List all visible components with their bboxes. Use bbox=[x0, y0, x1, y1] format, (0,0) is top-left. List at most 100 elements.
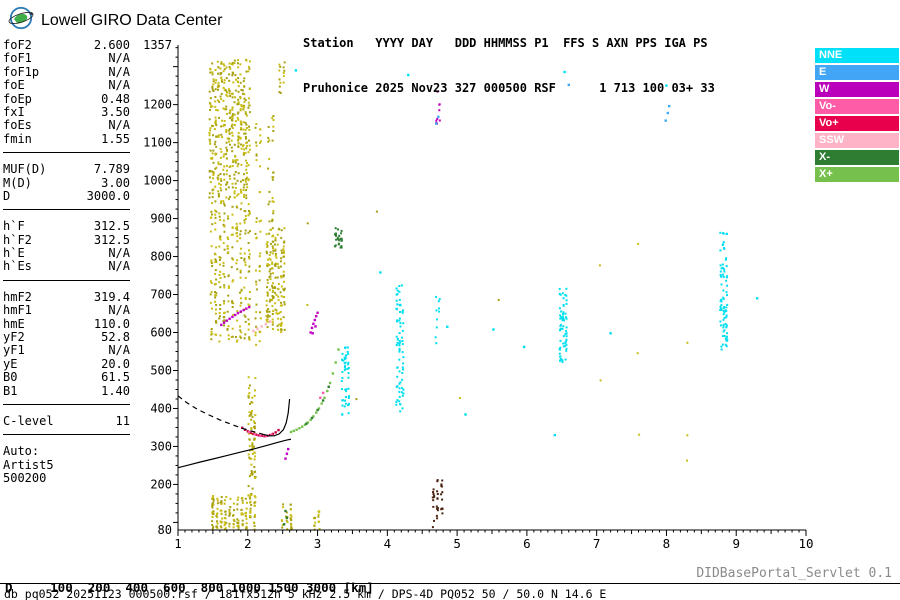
param-label: h`F bbox=[3, 219, 25, 234]
param-label: h`E bbox=[3, 246, 25, 261]
param-value: N/A bbox=[108, 78, 130, 93]
divider bbox=[3, 209, 130, 211]
legend-item-nne: NNE bbox=[815, 48, 899, 63]
svg-text:1000: 1000 bbox=[143, 174, 172, 188]
param-value: N/A bbox=[108, 303, 130, 318]
param-value: N/A bbox=[108, 343, 130, 358]
param-label: foEs bbox=[3, 118, 32, 133]
param-value: 110.0 bbox=[93, 316, 130, 331]
param-value: 3.50 bbox=[101, 104, 130, 119]
legend-item-w: W bbox=[815, 82, 899, 97]
servlet-version-label: DIDBasePortal_Servlet 0.1 bbox=[696, 566, 892, 581]
param-row: hmE 110.0 bbox=[3, 316, 130, 331]
svg-text:4: 4 bbox=[384, 536, 392, 551]
param-row: fmin 1.55 bbox=[3, 131, 130, 146]
param-row: M(D) 3.00 bbox=[3, 175, 130, 190]
divider bbox=[3, 279, 130, 281]
param-group: foF2 2.600 foF1 N/A foF1p N/A foE N/A foEp 0.48 fx… bbox=[3, 38, 130, 146]
svg-text:7: 7 bbox=[593, 536, 601, 551]
param-value: 7.789 bbox=[93, 162, 130, 177]
param-group: Auto: Artist5 500200 bbox=[3, 444, 130, 486]
svg-text:3: 3 bbox=[314, 536, 322, 551]
svg-text:800: 800 bbox=[150, 250, 172, 264]
svg-text:900: 900 bbox=[150, 212, 172, 226]
param-value: 1.55 bbox=[101, 131, 130, 146]
param-group: hmF2 319.4 hmF1 N/A hmE 110.0 yF2 52.8 yF1 N/A yE 2… bbox=[3, 289, 130, 398]
brand: Lowell GIRO Data Center bbox=[8, 5, 222, 36]
param-value: 61.5 bbox=[101, 370, 130, 385]
svg-text:200: 200 bbox=[150, 477, 172, 491]
param-value: N/A bbox=[108, 64, 130, 79]
svg-text:600: 600 bbox=[150, 326, 172, 340]
param-label: M(D) bbox=[3, 175, 32, 190]
param-row: foE N/A bbox=[3, 78, 130, 93]
svg-text:1200: 1200 bbox=[143, 98, 172, 112]
svg-text:500: 500 bbox=[150, 363, 172, 377]
param-row: foF1 N/A bbox=[3, 51, 130, 66]
param-row: fxI 3.50 bbox=[3, 104, 130, 119]
param-label: yE bbox=[3, 356, 18, 371]
legend-item-ssw: SSW bbox=[815, 133, 899, 148]
giro-globe-logo-icon bbox=[8, 5, 34, 36]
param-label: MUF(D) bbox=[3, 162, 47, 177]
param-value: N/A bbox=[108, 246, 130, 261]
param-label: yF2 bbox=[3, 330, 25, 345]
param-value: N/A bbox=[108, 259, 130, 274]
param-value: 20.0 bbox=[101, 356, 130, 371]
svg-text:2: 2 bbox=[244, 536, 252, 551]
param-label: B1 bbox=[3, 383, 18, 398]
param-value: 3.00 bbox=[101, 175, 130, 190]
legend-item-e: E bbox=[815, 65, 899, 80]
param-text: Artist5 bbox=[3, 457, 54, 472]
svg-text:1357: 1357 bbox=[143, 38, 172, 52]
param-label: hmF1 bbox=[3, 303, 32, 318]
param-value: 11 bbox=[115, 413, 130, 428]
param-group: h`F 312.5 h`F2 312.5 h`E N/A h`Es N/A bbox=[3, 219, 130, 274]
status-divider bbox=[0, 583, 900, 584]
svg-text:1: 1 bbox=[174, 536, 182, 551]
brand-title: Lowell GIRO Data Center bbox=[41, 11, 223, 29]
svg-text:8: 8 bbox=[663, 536, 671, 551]
param-label: h`Es bbox=[3, 259, 32, 274]
param-label: hmE bbox=[3, 316, 25, 331]
param-text: Auto: bbox=[3, 444, 40, 459]
param-text: 500200 bbox=[3, 471, 47, 486]
svg-text:9: 9 bbox=[732, 536, 740, 551]
param-group: C-level 11 bbox=[3, 413, 130, 428]
divider bbox=[3, 403, 130, 405]
station-header-columns: Station YYYY DAY DDD HHMMSS P1 FFS S AXN… bbox=[303, 36, 708, 50]
param-value: 312.5 bbox=[93, 232, 130, 247]
legend: NNE E W Vo- Vo+ SSW X- X+ bbox=[815, 48, 899, 184]
divider bbox=[3, 434, 130, 436]
param-group: MUF(D) 7.789 M(D) 3.00 D 3000.0 bbox=[3, 162, 130, 203]
svg-text:10: 10 bbox=[798, 536, 813, 551]
legend-item-vo: Vo- bbox=[815, 99, 899, 114]
param-value: 0.48 bbox=[101, 91, 130, 106]
param-value: N/A bbox=[108, 51, 130, 66]
param-value: 319.4 bbox=[93, 289, 130, 304]
param-label: D bbox=[3, 188, 11, 203]
param-label: foF2 bbox=[3, 38, 32, 52]
svg-text:6: 6 bbox=[523, 536, 531, 551]
param-row: MUF(D) 7.789 bbox=[3, 162, 130, 177]
param-row: C-level 11 bbox=[3, 413, 130, 428]
svg-text:1100: 1100 bbox=[143, 136, 172, 150]
param-value: N/A bbox=[108, 118, 130, 133]
param-row: B1 1.40 bbox=[3, 383, 130, 398]
param-row: B0 61.5 bbox=[3, 370, 130, 385]
param-value: 312.5 bbox=[93, 219, 130, 234]
param-row: hmF2 319.4 bbox=[3, 289, 130, 304]
param-row: foEp 0.48 bbox=[3, 91, 130, 106]
station-header-values: Pruhonice 2025 Nov23 327 000500 RSF 1 71… bbox=[303, 81, 715, 95]
svg-text:300: 300 bbox=[150, 439, 172, 453]
param-label: h`F2 bbox=[3, 232, 32, 247]
param-row: yF1 N/A bbox=[3, 343, 130, 358]
param-row: foEs N/A bbox=[3, 118, 130, 133]
param-row: D 3000.0 bbox=[3, 188, 130, 203]
param-label: foEp bbox=[3, 91, 32, 106]
svg-text:5: 5 bbox=[453, 536, 461, 551]
divider bbox=[3, 152, 130, 154]
param-label: C-level bbox=[3, 413, 54, 428]
station-header: Station YYYY DAY DDD HHMMSS P1 FFS S AXN… bbox=[303, 6, 715, 126]
param-label: B0 bbox=[3, 370, 18, 385]
